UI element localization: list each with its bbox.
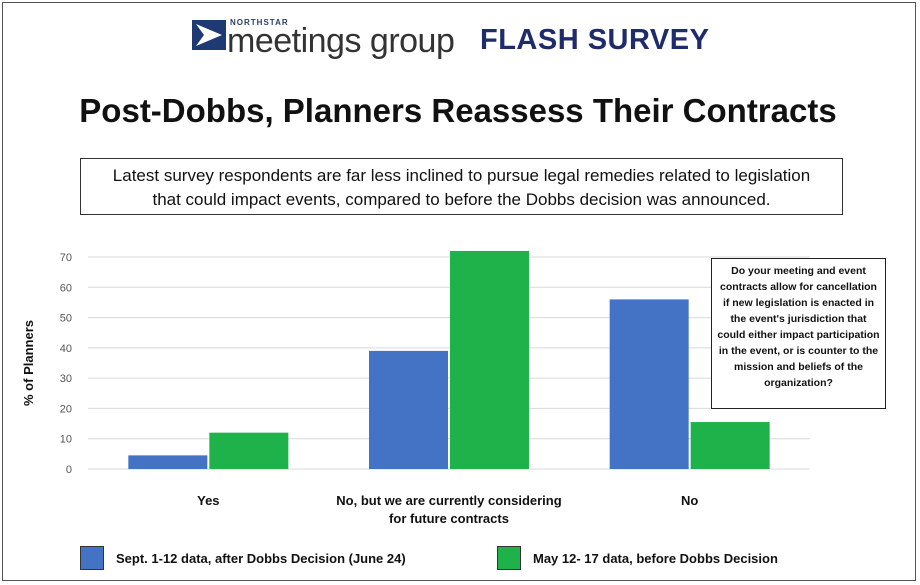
y-tick-label: 40 bbox=[60, 343, 72, 355]
bar-series-1 bbox=[128, 455, 208, 469]
legend-item-series-2: May 12- 17 data, before Dobbs Decision bbox=[497, 546, 778, 570]
y-tick-label: 0 bbox=[66, 464, 72, 476]
bar-series-2 bbox=[690, 422, 770, 469]
logo-small-text: NORTHSTAR bbox=[230, 18, 289, 27]
x-category-label: Yes bbox=[197, 493, 219, 508]
y-tick-label: 10 bbox=[60, 434, 72, 446]
legend-label-series-1: Sept. 1-12 data, after Dobbs Decision (J… bbox=[116, 550, 406, 566]
bar-series-1 bbox=[609, 299, 689, 469]
y-tick-label: 60 bbox=[60, 282, 72, 294]
x-category-label: No bbox=[681, 493, 698, 508]
y-tick-label: 20 bbox=[60, 403, 72, 415]
x-category-label: No, but we are currently considering bbox=[336, 493, 561, 508]
question-box: Do your meeting and event contracts allo… bbox=[711, 258, 886, 409]
subtitle-box: Latest survey respondents are far less i… bbox=[80, 158, 843, 215]
y-tick-label: 70 bbox=[60, 252, 72, 264]
subtitle-line-1: Latest survey respondents are far less i… bbox=[112, 166, 811, 185]
legend-label-series-2: May 12- 17 data, before Dobbs Decision bbox=[533, 550, 778, 566]
page-title: Post-Dobbs, Planners Reassess Their Cont… bbox=[79, 92, 837, 129]
northstar-logo-icon bbox=[192, 20, 226, 50]
x-category-label: for future contracts bbox=[389, 511, 509, 526]
bar-series-2 bbox=[209, 432, 289, 469]
bar-series-1 bbox=[369, 350, 448, 469]
y-tick-label: 50 bbox=[60, 313, 72, 325]
subtitle-line-2: that could impact events, compared to be… bbox=[152, 190, 771, 209]
bar-series-2 bbox=[450, 250, 529, 469]
logo-text: meetings group bbox=[227, 22, 455, 60]
legend-swatch-series-2 bbox=[497, 546, 521, 570]
legend-item-series-1: Sept. 1-12 data, after Dobbs Decision (J… bbox=[80, 546, 406, 570]
flash-survey-badge: FLASH SURVEY bbox=[480, 24, 710, 56]
y-tick-label: 30 bbox=[60, 373, 72, 385]
y-axis-label: % of Planners bbox=[21, 320, 36, 406]
legend-swatch-series-1 bbox=[80, 546, 104, 570]
